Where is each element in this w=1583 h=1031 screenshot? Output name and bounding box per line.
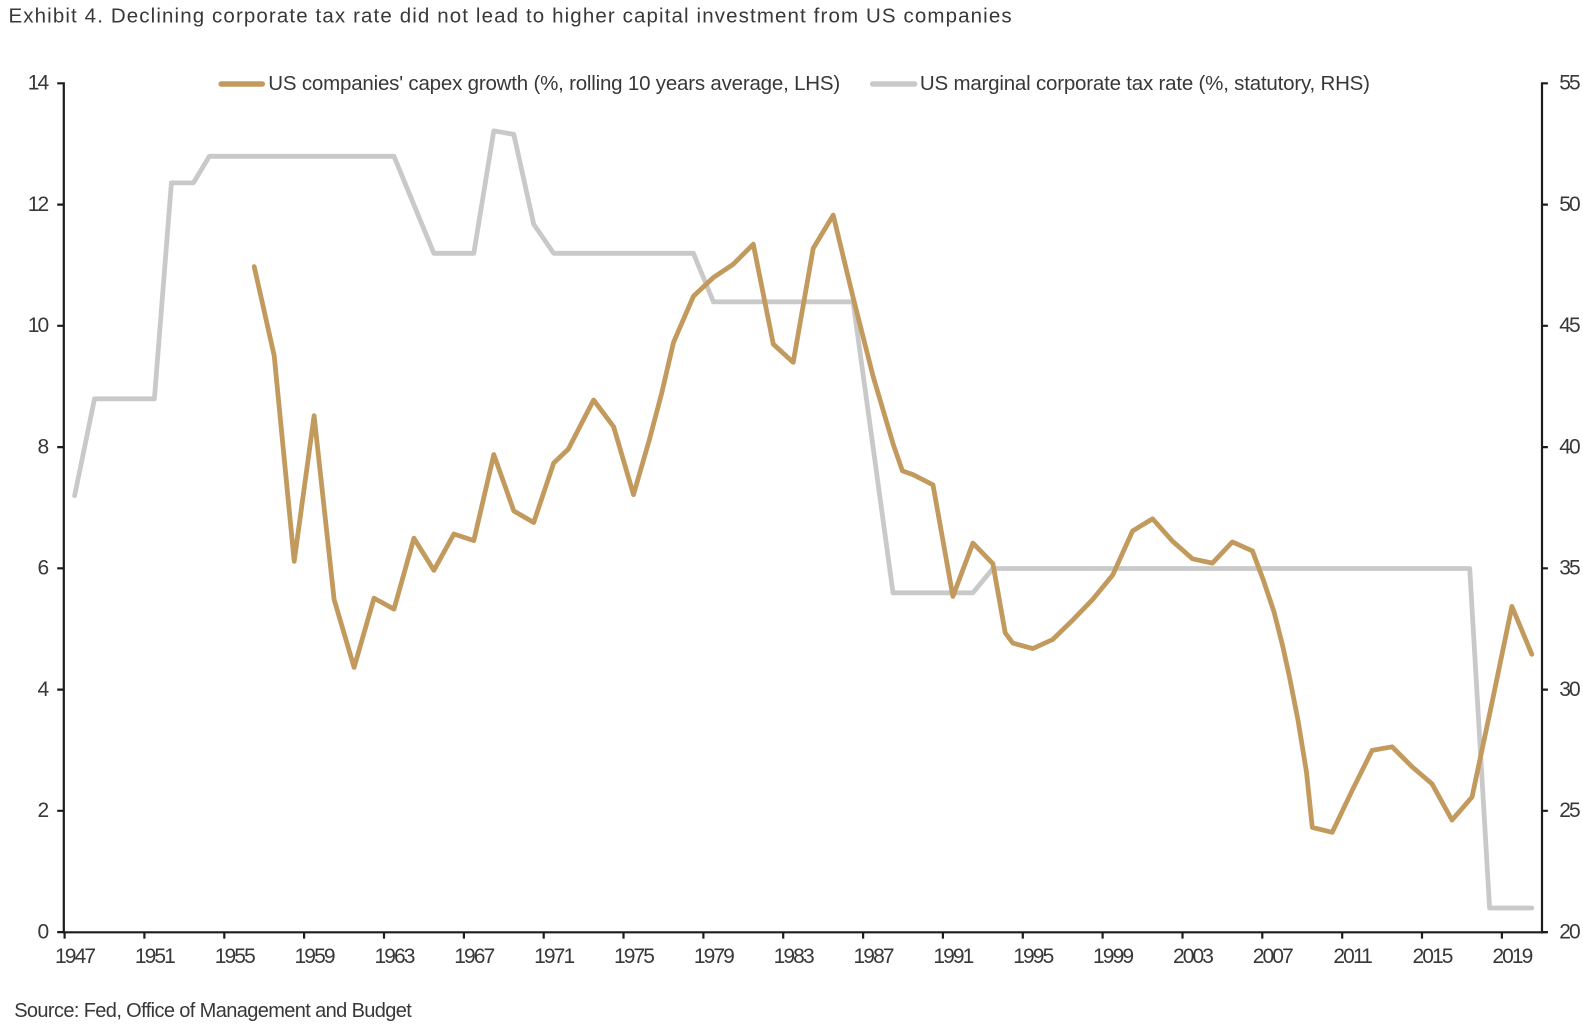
svg-text:1947: 1947 — [55, 945, 95, 968]
svg-text:1959: 1959 — [295, 945, 335, 968]
svg-text:Exhibit 4. Declining corporate: Exhibit 4. Declining corporate tax rate … — [9, 4, 1013, 27]
svg-text:2011: 2011 — [1333, 945, 1372, 968]
svg-text:Source: Fed, Office of Managem: Source: Fed, Office of Management and Bu… — [14, 1000, 412, 1022]
svg-text:1983: 1983 — [774, 945, 814, 968]
svg-text:1963: 1963 — [374, 945, 414, 968]
svg-text:20: 20 — [1559, 921, 1580, 944]
svg-text:40: 40 — [1559, 436, 1580, 459]
svg-text:0: 0 — [38, 921, 49, 944]
svg-text:35: 35 — [1559, 557, 1580, 580]
svg-text:30: 30 — [1559, 678, 1580, 701]
svg-text:US companies' capex growth (%,: US companies' capex growth (%, rolling 1… — [268, 72, 840, 95]
svg-text:2: 2 — [38, 799, 49, 822]
svg-text:1991: 1991 — [933, 945, 973, 968]
svg-text:1971: 1971 — [534, 945, 574, 968]
svg-text:1987: 1987 — [854, 945, 894, 968]
svg-text:1979: 1979 — [694, 945, 734, 968]
svg-text:45: 45 — [1559, 314, 1580, 337]
svg-text:55: 55 — [1559, 72, 1580, 95]
svg-text:2003: 2003 — [1173, 945, 1213, 968]
svg-text:10: 10 — [28, 314, 49, 337]
svg-text:12: 12 — [28, 193, 49, 216]
svg-text:1999: 1999 — [1093, 945, 1133, 968]
svg-text:25: 25 — [1559, 799, 1580, 822]
svg-text:1995: 1995 — [1013, 945, 1053, 968]
svg-text:2007: 2007 — [1253, 945, 1293, 968]
svg-text:2015: 2015 — [1412, 945, 1452, 968]
svg-text:14: 14 — [28, 72, 50, 95]
svg-text:1975: 1975 — [614, 945, 654, 968]
svg-text:1951: 1951 — [135, 945, 175, 968]
svg-text:1955: 1955 — [215, 945, 255, 968]
svg-text:2019: 2019 — [1492, 945, 1532, 968]
svg-text:8: 8 — [38, 436, 49, 459]
svg-text:1967: 1967 — [454, 945, 494, 968]
svg-text:US marginal corporate tax rate: US marginal corporate tax rate (%, statu… — [920, 72, 1370, 95]
svg-text:50: 50 — [1559, 193, 1580, 216]
svg-text:6: 6 — [38, 557, 49, 580]
